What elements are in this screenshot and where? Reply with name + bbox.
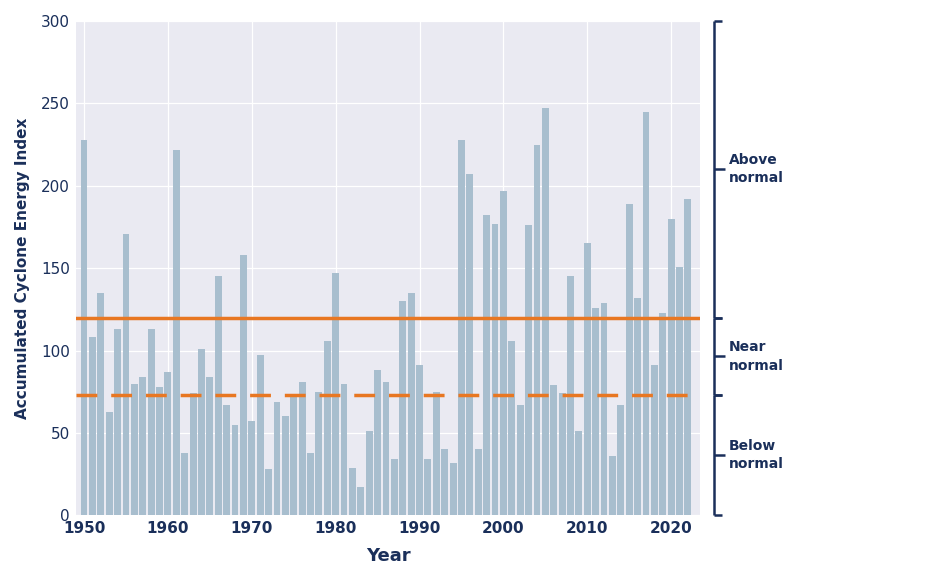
Bar xyxy=(676,267,682,516)
Bar xyxy=(399,301,406,516)
Bar xyxy=(164,372,171,516)
Bar xyxy=(282,416,288,516)
Bar xyxy=(575,432,581,516)
Bar xyxy=(248,422,255,516)
Bar xyxy=(139,377,146,516)
Bar xyxy=(600,303,607,516)
Bar xyxy=(633,298,641,516)
Bar xyxy=(550,385,556,516)
Bar xyxy=(106,412,112,516)
Bar xyxy=(491,224,498,516)
Bar xyxy=(684,199,691,516)
Bar xyxy=(324,340,330,516)
Bar xyxy=(97,293,104,516)
Bar xyxy=(340,383,347,516)
Bar xyxy=(290,395,297,516)
X-axis label: Year: Year xyxy=(365,547,410,565)
Bar xyxy=(156,387,163,516)
Bar xyxy=(357,487,364,516)
Bar xyxy=(641,111,649,516)
Bar xyxy=(650,365,657,516)
Bar xyxy=(475,450,481,516)
Bar xyxy=(240,255,247,516)
Bar xyxy=(81,140,87,516)
Bar xyxy=(223,405,230,516)
Bar xyxy=(390,459,398,516)
Bar xyxy=(458,140,464,516)
Bar xyxy=(349,467,355,516)
Text: Near
normal: Near normal xyxy=(728,340,782,372)
Bar xyxy=(658,313,666,516)
Bar xyxy=(667,219,674,516)
Bar xyxy=(197,349,205,516)
Bar xyxy=(273,401,280,516)
Bar xyxy=(616,405,624,516)
Bar xyxy=(315,392,322,516)
Bar xyxy=(114,329,121,516)
Bar xyxy=(307,453,313,516)
Text: Below
normal: Below normal xyxy=(728,439,782,472)
Bar xyxy=(424,459,431,516)
Bar xyxy=(365,432,373,516)
Bar xyxy=(407,293,414,516)
Bar xyxy=(583,244,590,516)
Bar xyxy=(172,150,180,516)
Bar xyxy=(508,340,514,516)
Bar xyxy=(415,365,423,516)
Bar xyxy=(432,392,439,516)
Bar xyxy=(525,225,531,516)
Bar xyxy=(131,383,138,516)
Bar xyxy=(374,370,381,516)
Text: Above
normal: Above normal xyxy=(728,153,782,186)
Bar xyxy=(533,144,540,516)
Bar xyxy=(89,338,95,516)
Bar xyxy=(232,425,238,516)
Bar xyxy=(440,450,448,516)
Bar xyxy=(625,204,632,516)
Bar xyxy=(265,469,272,516)
Bar xyxy=(566,277,573,516)
Bar xyxy=(189,393,197,516)
Bar xyxy=(147,329,155,516)
Bar xyxy=(298,382,305,516)
Bar xyxy=(591,308,599,516)
Bar xyxy=(382,382,389,516)
Bar xyxy=(206,377,213,516)
Bar xyxy=(483,215,489,516)
Bar xyxy=(500,191,506,516)
Bar xyxy=(332,273,338,516)
Bar xyxy=(214,277,222,516)
Bar xyxy=(558,393,565,516)
Bar xyxy=(466,174,473,516)
Bar xyxy=(122,234,129,516)
Bar xyxy=(541,108,548,516)
Bar xyxy=(608,456,616,516)
Bar xyxy=(181,453,188,516)
Bar xyxy=(450,463,456,516)
Y-axis label: Accumulated Cyclone Energy Index: Accumulated Cyclone Energy Index xyxy=(15,118,30,419)
Bar xyxy=(257,356,263,516)
Bar xyxy=(516,405,523,516)
